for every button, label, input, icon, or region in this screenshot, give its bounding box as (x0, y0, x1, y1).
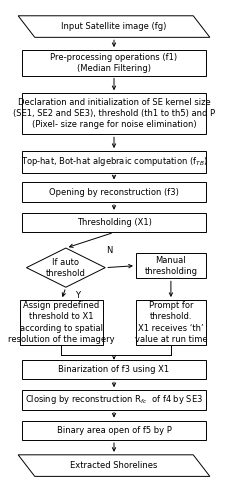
Text: Extracted Shorelines: Extracted Shorelines (70, 461, 157, 470)
Text: Prompt for
threshold.
X1 receives ‘th’
value at run time: Prompt for threshold. X1 receives ‘th’ v… (134, 302, 206, 344)
Text: Declaration and initialization of SE kernel size
(SE1, SE2 and SE3), threshold (: Declaration and initialization of SE ker… (13, 98, 214, 130)
Text: If auto
threshold: If auto threshold (46, 258, 85, 278)
Text: N: N (106, 246, 112, 256)
Polygon shape (18, 455, 209, 476)
FancyBboxPatch shape (22, 93, 205, 134)
FancyBboxPatch shape (22, 50, 205, 76)
Text: Closing by reconstruction R$_{fc}$  of f4 by SE3: Closing by reconstruction R$_{fc}$ of f4… (25, 394, 202, 406)
FancyBboxPatch shape (135, 300, 205, 345)
Text: Y: Y (74, 291, 79, 300)
Polygon shape (18, 16, 209, 38)
Text: Input Satellite image (fg): Input Satellite image (fg) (61, 22, 166, 31)
FancyBboxPatch shape (22, 213, 205, 233)
Text: Manual
thresholding: Manual thresholding (144, 256, 197, 276)
Text: Binary area open of f5 by P: Binary area open of f5 by P (56, 426, 171, 435)
Polygon shape (26, 248, 105, 287)
Text: Binarization of f3 using X1: Binarization of f3 using X1 (58, 365, 169, 374)
FancyBboxPatch shape (22, 182, 205, 202)
FancyBboxPatch shape (22, 360, 205, 380)
Text: Thresholding (X1): Thresholding (X1) (76, 218, 151, 227)
FancyBboxPatch shape (22, 390, 205, 409)
Text: Top-hat, Bot-hat algebraic computation (f$_{TB}$): Top-hat, Bot-hat algebraic computation (… (20, 156, 207, 168)
FancyBboxPatch shape (20, 300, 103, 345)
FancyBboxPatch shape (22, 151, 205, 172)
Text: Pre-processing operations (f1)
(Median Filtering): Pre-processing operations (f1) (Median F… (50, 53, 177, 73)
Text: Assign predefined
threshold to X1
according to spatial
resolution of the imagery: Assign predefined threshold to X1 accord… (8, 302, 114, 344)
FancyBboxPatch shape (135, 253, 205, 278)
FancyBboxPatch shape (22, 420, 205, 440)
Text: Opening by reconstruction (f3): Opening by reconstruction (f3) (49, 188, 178, 196)
